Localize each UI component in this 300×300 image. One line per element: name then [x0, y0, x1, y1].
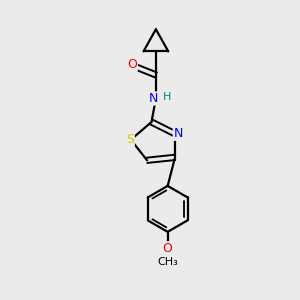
- Text: N: N: [173, 127, 183, 140]
- Text: O: O: [128, 58, 137, 71]
- Text: N: N: [149, 92, 158, 105]
- Text: CH₃: CH₃: [157, 257, 178, 268]
- Text: S: S: [126, 133, 134, 146]
- Text: O: O: [163, 242, 172, 255]
- Text: H: H: [163, 92, 171, 102]
